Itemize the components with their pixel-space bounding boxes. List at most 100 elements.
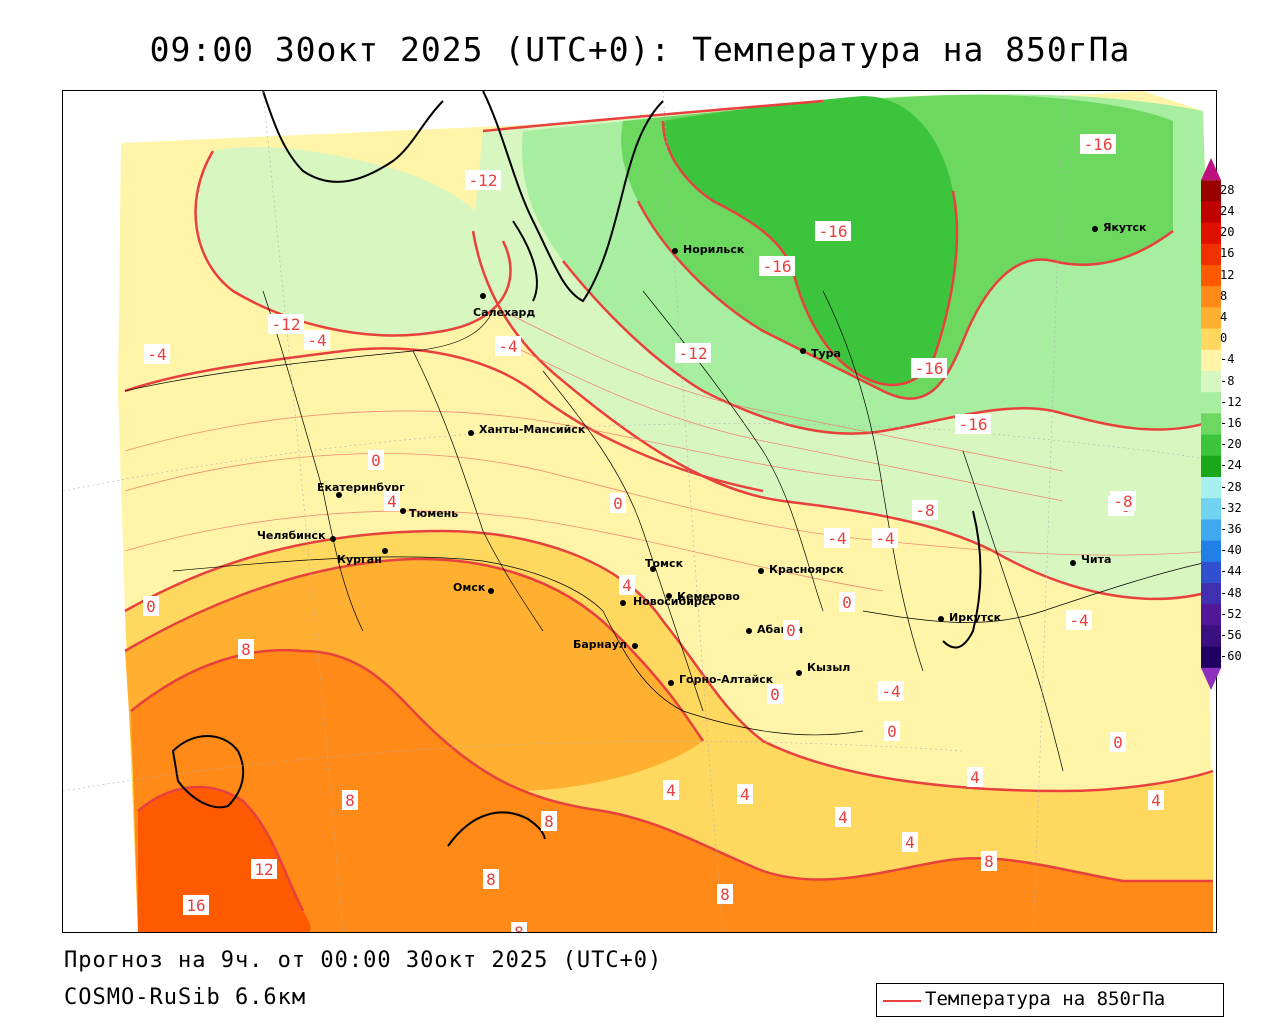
isotherm-value: -16 <box>819 222 848 241</box>
city-dot <box>666 593 672 599</box>
isotherm-label-bg <box>1110 732 1126 752</box>
colorbar-swatch <box>1201 286 1221 308</box>
colorbar-tick-label: -56 <box>1220 628 1242 643</box>
isotherm-label-bg <box>619 575 635 595</box>
city-marker[interactable]: Якутск <box>1092 221 1147 234</box>
isotherm-value: 4 <box>970 768 980 787</box>
city-dot <box>746 628 752 634</box>
city-marker[interactable]: Челябинск <box>257 529 336 542</box>
colorbar-swatch <box>1201 434 1221 457</box>
city-name: Красноярск <box>769 563 844 576</box>
isotherm-label: 0 <box>1110 732 1126 752</box>
colorbar-swatch <box>1201 561 1221 584</box>
isotherm-label-bg <box>967 767 983 787</box>
isotherm-label-bg <box>824 528 850 548</box>
isotherm-label-bg <box>483 869 499 889</box>
isotherm-value: -4 <box>1069 611 1088 630</box>
city-name: Тура <box>811 347 841 360</box>
isotherm-labels: -16 -12 -8 -16 -16 -16 -12 -16 -12 -4 -4 -4 -4 0 4 0 0 4 -… <box>143 134 1164 932</box>
city-dot <box>758 568 764 574</box>
isotherm-value: 4 <box>838 808 848 827</box>
city-marker[interactable]: Тюмень <box>400 507 458 520</box>
isotherm-label-bg <box>1080 134 1116 154</box>
city-marker[interactable]: Тура <box>800 347 841 360</box>
isotherm-label: 4 <box>663 780 679 800</box>
city-marker[interactable]: Салехард <box>473 293 535 319</box>
thin-contours <box>124 310 1214 592</box>
colorbar-tick-label: -40 <box>1220 543 1242 558</box>
isotherm-value: -4 <box>827 529 846 548</box>
city-marker[interactable]: Ханты-Мансийск <box>468 423 586 436</box>
city-name: Челябинск <box>257 529 326 542</box>
isotherm-label: 0 <box>783 620 799 640</box>
city-marker[interactable]: Новосибирск <box>620 595 716 608</box>
city-marker[interactable]: Курган <box>337 548 388 566</box>
colorbar-tick-label: 24 <box>1220 203 1235 218</box>
city-marker[interactable]: Барнаул <box>573 638 638 651</box>
isotherm-label: -4 <box>495 336 521 356</box>
isotherm-value: 4 <box>387 492 397 511</box>
isotherm-label: -12 <box>675 343 711 363</box>
colorbar-swatch <box>1201 392 1221 414</box>
isotherm-label: -16 <box>759 256 795 276</box>
city-marker[interactable]: Омск <box>453 581 494 594</box>
city-dot <box>468 430 474 436</box>
colorbar-tick-label: -52 <box>1220 606 1242 621</box>
zone-minus16 <box>663 96 957 385</box>
isotherm-label: 4 <box>619 575 635 595</box>
city-dot <box>1092 226 1098 232</box>
isotherm-value: 8 <box>544 812 554 831</box>
colorbar-swatch <box>1201 413 1221 436</box>
temperature-colorbar <box>1200 158 1222 690</box>
isotherm-label: 0 <box>368 450 384 470</box>
colorbar-tick-label: 8 <box>1220 288 1228 303</box>
legend-line-swatch <box>883 1000 921 1002</box>
isotherm-label-bg <box>238 639 254 659</box>
city-marker[interactable]: Томск <box>645 557 684 572</box>
city-dot <box>668 680 674 686</box>
city-marker[interactable]: Чита <box>1070 553 1111 566</box>
isotherm-value: -8 <box>1113 492 1132 511</box>
isotherm-label: -16 <box>1080 134 1116 154</box>
city-marker[interactable]: Кемерово <box>666 590 740 603</box>
city-marker[interactable]: Горно-Алтайск <box>668 673 774 686</box>
isotherm-label-bg <box>783 620 799 640</box>
colorbar-swatch <box>1201 328 1221 351</box>
city-dot <box>800 348 806 354</box>
isotherm-label-bg <box>610 493 626 513</box>
city-marker[interactable]: Норильск <box>672 243 745 256</box>
city-marker[interactable]: Кызыл <box>796 661 850 676</box>
isotherm-value: 0 <box>371 451 381 470</box>
city-marker[interactable]: Красноярск <box>758 563 844 576</box>
isotherm-value: 16 <box>186 896 205 915</box>
coastlines <box>171 91 982 847</box>
colorbar-tick-label: -32 <box>1220 500 1242 515</box>
isotherm-label-bg <box>767 684 783 704</box>
isotherm-label: -16 <box>911 358 947 378</box>
temperature-map[interactable]: Норильск Якутск Салехард Тура Ханты-Мансийск… <box>62 90 1217 933</box>
isotherm-label-bg <box>878 681 904 701</box>
isotherm-label-bg <box>759 256 795 276</box>
isotherm-label: 4 <box>737 784 753 804</box>
isotherm-label-bg <box>737 784 753 804</box>
city-marker[interactable]: Иркутск <box>938 611 1002 624</box>
colorbar-swatch <box>1201 646 1221 669</box>
city-name: Барнаул <box>573 638 627 651</box>
colorbar-swatch <box>1201 243 1221 266</box>
graticule <box>63 91 1216 932</box>
isotherm-value: 12 <box>254 860 273 879</box>
isotherm-label: 16 <box>183 895 209 915</box>
colorbar-bottom-arrow <box>1201 667 1221 690</box>
isotherm-label: 0 <box>839 592 855 612</box>
city-dot <box>938 616 944 622</box>
city-marker[interactable]: Екатеринбург <box>317 481 405 498</box>
isotherm-label: -4 <box>872 528 898 548</box>
isotherm-value: 4 <box>666 781 676 800</box>
isotherm-value: 4 <box>622 576 632 595</box>
isotherm-value: -16 <box>763 257 792 276</box>
isotherm-label: -4 <box>824 528 850 548</box>
map-legend: Температура на 850гПа <box>876 983 1224 1017</box>
colorbar-tick-label: -24 <box>1220 458 1242 473</box>
isotherm-label-bg <box>384 491 400 511</box>
isotherm-label: 8 <box>238 639 254 659</box>
